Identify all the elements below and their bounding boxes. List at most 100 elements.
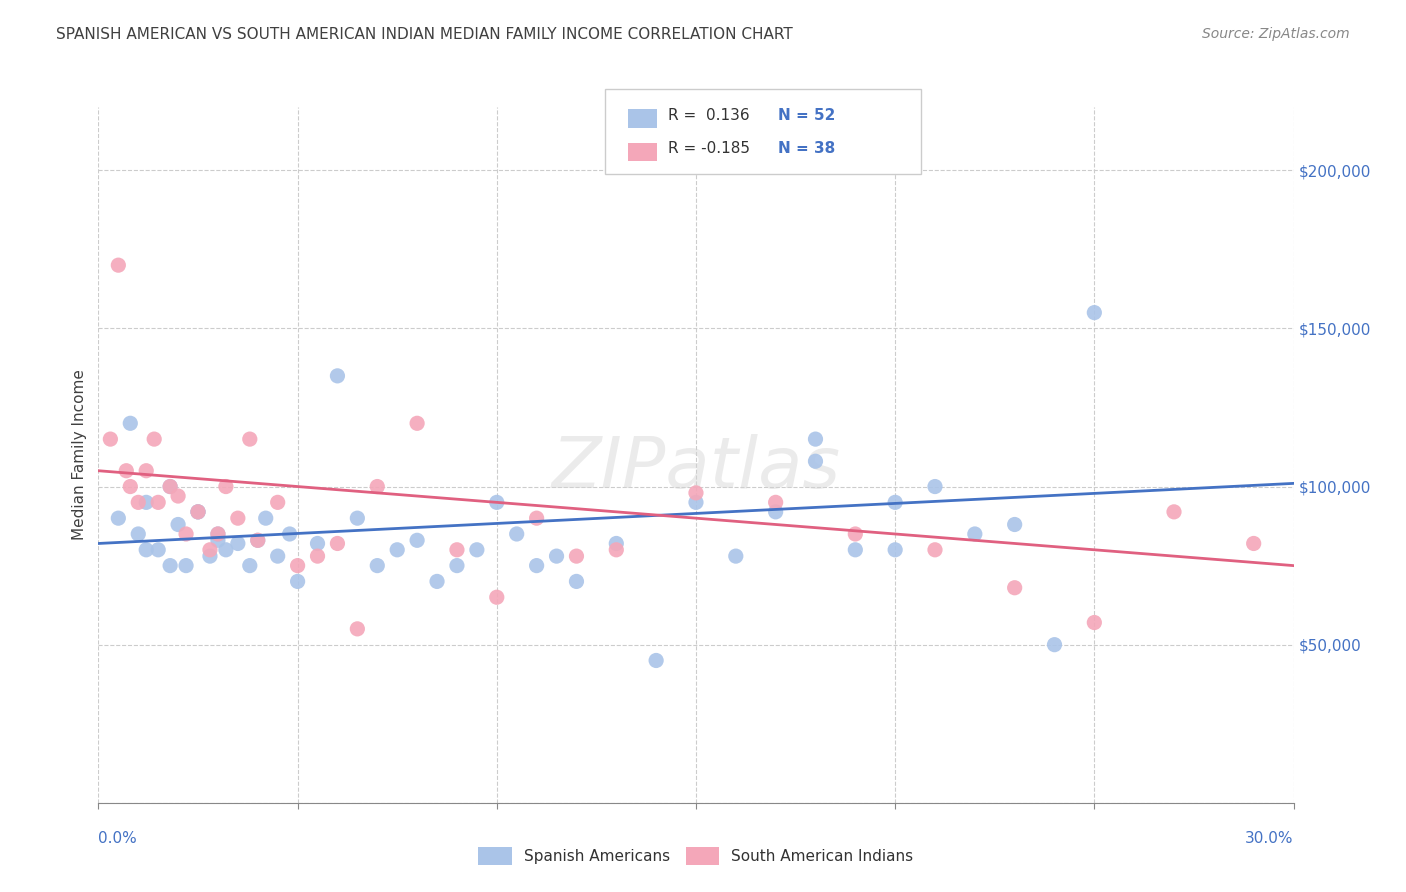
Point [1083, 305, 1105, 319]
Point [207, 527, 229, 541]
Point [239, 558, 262, 573]
Point [174, 558, 197, 573]
Text: SPANISH AMERICAN VS SOUTH AMERICAN INDIAN MEDIAN FAMILY INCOME CORRELATION CHART: SPANISH AMERICAN VS SOUTH AMERICAN INDIA… [56, 27, 793, 42]
Point [1043, 638, 1066, 652]
Point [924, 479, 946, 493]
Point [215, 479, 238, 493]
Point [159, 558, 181, 573]
Legend: Spanish Americans, South American Indians: Spanish Americans, South American Indian… [478, 847, 914, 864]
Point [605, 542, 627, 557]
Point [385, 542, 409, 557]
Point [765, 495, 787, 509]
Point [198, 542, 221, 557]
Point [115, 464, 138, 478]
Point [605, 536, 627, 550]
Point [135, 464, 157, 478]
Point [406, 417, 429, 431]
Point [506, 527, 529, 541]
Point [107, 511, 129, 525]
Point [143, 432, 166, 446]
Point [366, 479, 388, 493]
Point [446, 558, 468, 573]
Point [526, 558, 548, 573]
Point [804, 432, 827, 446]
Point [254, 511, 277, 525]
Point [127, 495, 149, 509]
Point [215, 542, 238, 557]
Point [135, 542, 157, 557]
Point [246, 533, 269, 548]
Point [239, 432, 262, 446]
Point [446, 542, 468, 557]
Text: 0.0%: 0.0% [98, 830, 138, 846]
Point [326, 536, 349, 550]
Point [120, 479, 142, 493]
Point [159, 479, 181, 493]
Point [645, 653, 668, 667]
Point [884, 495, 907, 509]
Point [107, 258, 129, 272]
Point [278, 527, 301, 541]
Point [207, 533, 229, 548]
Point [1004, 581, 1026, 595]
Point [1004, 517, 1026, 532]
Point [187, 505, 209, 519]
Point [685, 495, 707, 509]
Point [406, 533, 429, 548]
Point [565, 549, 588, 563]
Point [267, 495, 290, 509]
Point [346, 511, 368, 525]
Point [844, 542, 866, 557]
Point [98, 432, 122, 446]
Point [167, 517, 190, 532]
Point [287, 558, 309, 573]
Point [167, 489, 190, 503]
Point [307, 549, 329, 563]
Point [346, 622, 368, 636]
Point [565, 574, 588, 589]
Point [1243, 536, 1265, 550]
Point [804, 454, 827, 468]
Point [226, 511, 249, 525]
Point [1163, 505, 1185, 519]
Point [765, 505, 787, 519]
Point [226, 536, 249, 550]
Point [135, 495, 157, 509]
Text: N = 52: N = 52 [778, 108, 835, 122]
Text: Source: ZipAtlas.com: Source: ZipAtlas.com [1202, 27, 1350, 41]
Text: ZIPatlas: ZIPatlas [551, 434, 841, 503]
Point [307, 536, 329, 550]
Point [485, 591, 508, 605]
Point [148, 495, 170, 509]
Point [326, 368, 349, 383]
Text: 30.0%: 30.0% [1246, 830, 1294, 846]
Point [287, 574, 309, 589]
Point [366, 558, 388, 573]
Point [1083, 615, 1105, 630]
Point [844, 527, 866, 541]
Point [924, 542, 946, 557]
Point [546, 549, 568, 563]
Point [246, 533, 269, 548]
Point [465, 542, 488, 557]
Point [207, 527, 229, 541]
Point [685, 486, 707, 500]
Point [198, 549, 221, 563]
Point [187, 505, 209, 519]
Point [174, 527, 197, 541]
Point [127, 527, 149, 541]
Text: R =  0.136: R = 0.136 [668, 108, 749, 122]
Point [884, 542, 907, 557]
Point [267, 549, 290, 563]
Point [485, 495, 508, 509]
Point [963, 527, 986, 541]
Point [526, 511, 548, 525]
Point [159, 479, 181, 493]
Point [426, 574, 449, 589]
Point [148, 542, 170, 557]
Text: N = 38: N = 38 [778, 142, 835, 156]
Text: R = -0.185: R = -0.185 [668, 142, 749, 156]
Point [187, 505, 209, 519]
Point [120, 417, 142, 431]
Point [724, 549, 747, 563]
